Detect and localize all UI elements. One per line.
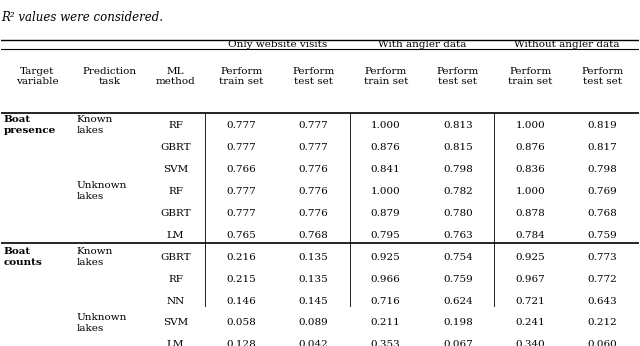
Text: 0.721: 0.721 [515,297,545,306]
Text: 0.773: 0.773 [588,253,618,262]
Text: 0.876: 0.876 [371,143,401,152]
Text: LM: LM [167,230,184,239]
Text: 0.776: 0.776 [298,165,328,174]
Text: 1.000: 1.000 [371,186,401,195]
Text: GBRT: GBRT [160,143,191,152]
Text: 0.798: 0.798 [588,165,618,174]
Text: 0.241: 0.241 [515,319,545,328]
Text: 0.212: 0.212 [588,319,618,328]
Text: Perform
test set: Perform test set [437,66,479,86]
Text: 0.777: 0.777 [227,209,256,218]
Text: SVM: SVM [163,319,188,328]
Text: 0.624: 0.624 [443,297,473,306]
Text: Perform
test set: Perform test set [581,66,623,86]
Text: 0.060: 0.060 [588,340,618,346]
Text: NN: NN [166,297,184,306]
Text: Prediction
task: Prediction task [83,66,137,86]
Text: Perform
test set: Perform test set [292,66,335,86]
Text: 0.819: 0.819 [588,121,618,130]
Text: 0.766: 0.766 [227,165,256,174]
Text: 0.966: 0.966 [371,274,401,283]
Text: 0.878: 0.878 [515,209,545,218]
Text: 0.780: 0.780 [443,209,473,218]
Text: 0.135: 0.135 [298,253,328,262]
Text: Unknown
lakes: Unknown lakes [76,313,127,333]
Text: 0.089: 0.089 [298,319,328,328]
Text: 0.876: 0.876 [515,143,545,152]
Text: 0.215: 0.215 [227,274,256,283]
Text: GBRT: GBRT [160,253,191,262]
Text: 0.763: 0.763 [443,230,473,239]
Text: GBRT: GBRT [160,209,191,218]
Text: 0.769: 0.769 [588,186,618,195]
Text: 0.925: 0.925 [371,253,401,262]
Text: RF: RF [168,274,183,283]
Text: 0.067: 0.067 [443,340,473,346]
Text: 0.777: 0.777 [227,143,256,152]
Text: 0.146: 0.146 [227,297,256,306]
Text: 0.777: 0.777 [227,186,256,195]
Text: Boat
counts: Boat counts [4,247,43,267]
Text: 0.768: 0.768 [588,209,618,218]
Text: 0.128: 0.128 [227,340,256,346]
Text: 0.353: 0.353 [371,340,401,346]
Text: RF: RF [168,121,183,130]
Text: Only website visits: Only website visits [228,40,327,49]
Text: 0.795: 0.795 [371,230,401,239]
Text: 0.198: 0.198 [443,319,473,328]
Text: 0.042: 0.042 [298,340,328,346]
Text: 0.216: 0.216 [227,253,256,262]
Text: 0.716: 0.716 [371,297,401,306]
Text: With angler data: With angler data [378,40,466,49]
Text: Perform
train set: Perform train set [364,66,408,86]
Text: SVM: SVM [163,165,188,174]
Text: 0.643: 0.643 [588,297,618,306]
Text: 1.000: 1.000 [515,121,545,130]
Text: 0.777: 0.777 [298,143,328,152]
Text: R² values were considered.: R² values were considered. [1,10,163,24]
Text: 0.768: 0.768 [298,230,328,239]
Text: 0.841: 0.841 [371,165,401,174]
Text: 0.798: 0.798 [443,165,473,174]
Text: RF: RF [168,186,183,195]
Text: 0.145: 0.145 [298,297,328,306]
Text: 0.776: 0.776 [298,186,328,195]
Text: 0.759: 0.759 [588,230,618,239]
Text: 0.813: 0.813 [443,121,473,130]
Text: 0.211: 0.211 [371,319,401,328]
Text: Known
lakes: Known lakes [76,247,113,267]
Text: 0.815: 0.815 [443,143,473,152]
Text: ML
method: ML method [156,66,195,86]
Text: Perform
train set: Perform train set [508,66,552,86]
Text: 0.759: 0.759 [443,274,473,283]
Text: 0.925: 0.925 [515,253,545,262]
Text: 0.765: 0.765 [227,230,256,239]
Text: 0.777: 0.777 [298,121,328,130]
Text: 0.777: 0.777 [227,121,256,130]
Text: 0.754: 0.754 [443,253,473,262]
Text: 0.817: 0.817 [588,143,618,152]
Text: 0.340: 0.340 [515,340,545,346]
Text: Boat
presence: Boat presence [4,115,56,135]
Text: 0.784: 0.784 [515,230,545,239]
Text: 0.058: 0.058 [227,319,256,328]
Text: 0.836: 0.836 [515,165,545,174]
Text: 0.135: 0.135 [298,274,328,283]
Text: 0.772: 0.772 [588,274,618,283]
Text: 0.967: 0.967 [515,274,545,283]
Text: Known
lakes: Known lakes [76,115,113,135]
Text: 0.776: 0.776 [298,209,328,218]
Text: 1.000: 1.000 [371,121,401,130]
Text: Unknown
lakes: Unknown lakes [76,181,127,201]
Text: 0.879: 0.879 [371,209,401,218]
Text: Target
variable: Target variable [16,66,59,86]
Text: 0.782: 0.782 [443,186,473,195]
Text: 1.000: 1.000 [515,186,545,195]
Text: Without angler data: Without angler data [513,40,619,49]
Text: Perform
train set: Perform train set [219,66,263,86]
Text: LM: LM [167,340,184,346]
